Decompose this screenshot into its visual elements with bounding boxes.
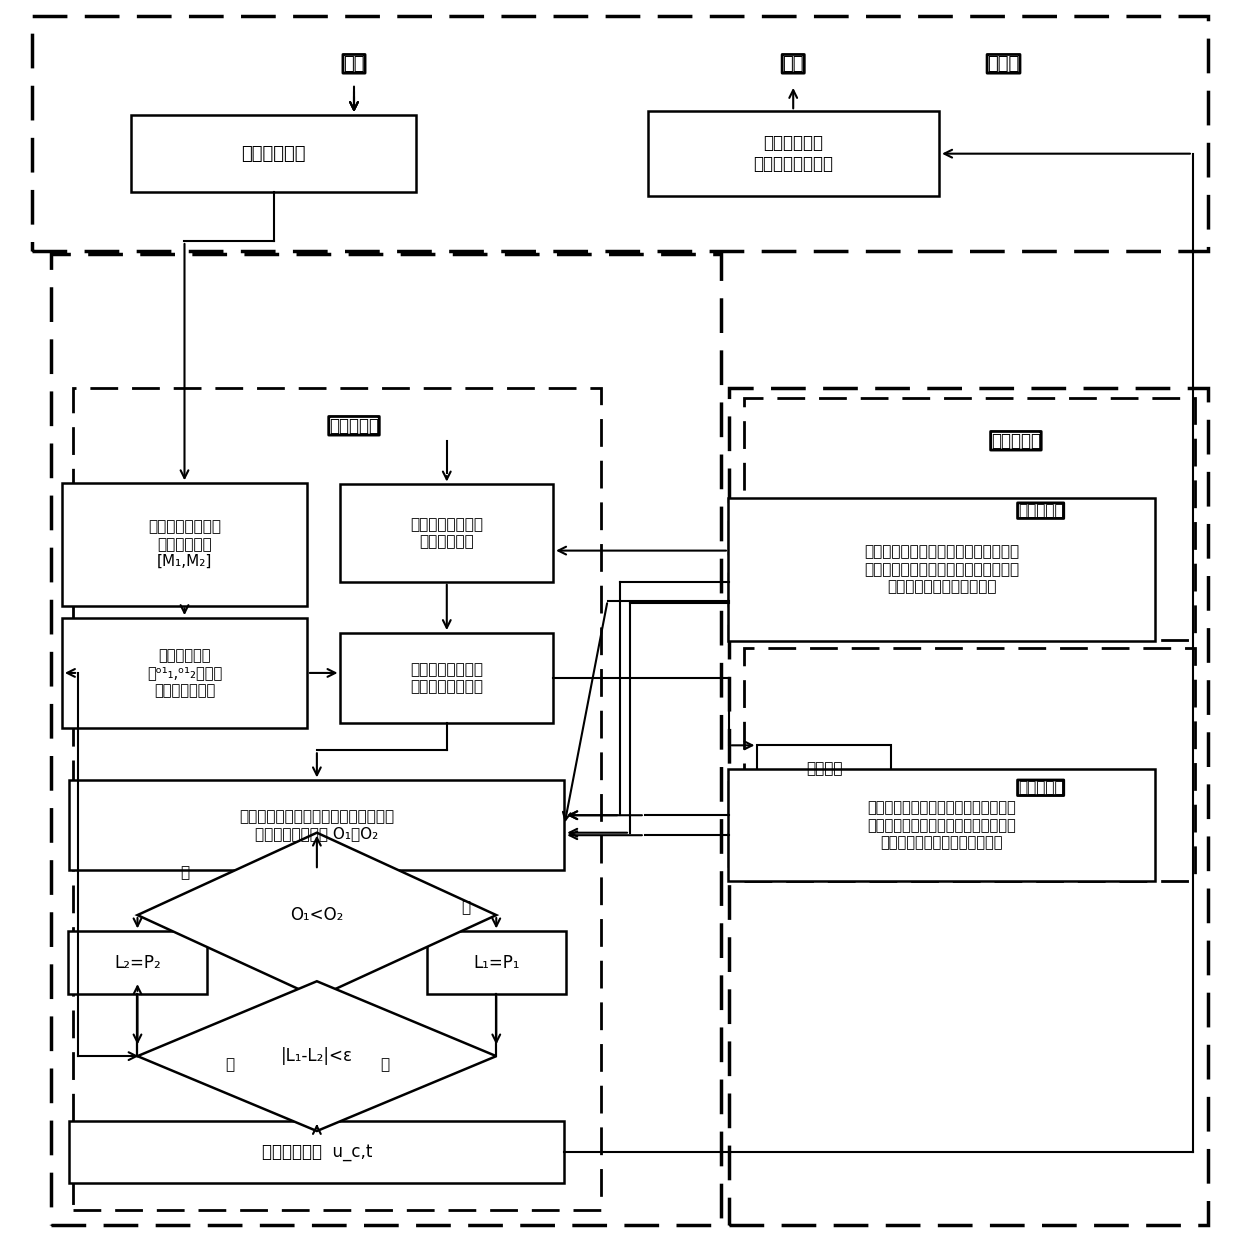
Text: 源荷智能体: 源荷智能体 bbox=[1018, 503, 1064, 518]
FancyBboxPatch shape bbox=[728, 498, 1156, 641]
Text: 确定响应功率、系统状态并计算两种电
价下能源细胞成本 O₁，O₂: 确定响应功率、系统状态并计算两种电 价下能源细胞成本 O₁，O₂ bbox=[239, 809, 394, 842]
Text: 生成初始电价: 生成初始电价 bbox=[242, 145, 306, 163]
Text: 选定黄金点电
价ᵒ¹₁,ᵒ¹₂并下发
电价及负荷信息: 选定黄金点电 价ᵒ¹₁,ᵒ¹₂并下发 电价及负荷信息 bbox=[146, 648, 222, 698]
Text: 获得电价，获得当前细胞状态，利用改
进粒子群算法确定储荷智能体内的储、
荷最优运行状态，确定响应功率: 获得电价，获得当前细胞状态，利用改 进粒子群算法确定储荷智能体内的储、 荷最优运… bbox=[867, 801, 1016, 851]
FancyBboxPatch shape bbox=[758, 746, 892, 793]
Polygon shape bbox=[138, 981, 496, 1131]
Text: 能源细胞层: 能源细胞层 bbox=[991, 432, 1040, 450]
FancyBboxPatch shape bbox=[131, 115, 415, 193]
Text: 储荷智能体: 储荷智能体 bbox=[1018, 781, 1064, 796]
Text: L₂=P₂: L₂=P₂ bbox=[114, 953, 161, 972]
Text: 结算最终成本
获得优化调度方法: 结算最终成本 获得优化调度方法 bbox=[753, 134, 833, 173]
Text: 获取当前电、热及
风功率预测值: 获取当前电、热及 风功率预测值 bbox=[410, 517, 484, 549]
Text: 得到最优电价  u_c,t: 得到最优电价 u_c,t bbox=[262, 1143, 372, 1161]
Text: 管理智能体: 管理智能体 bbox=[329, 417, 379, 435]
Text: |L₁-L₂|<ε: |L₁-L₂|<ε bbox=[281, 1047, 353, 1065]
Text: 开始: 开始 bbox=[343, 55, 365, 73]
FancyBboxPatch shape bbox=[68, 931, 207, 993]
Text: 区域层: 区域层 bbox=[987, 55, 1019, 73]
FancyBboxPatch shape bbox=[647, 111, 939, 196]
Text: 细胞状态: 细胞状态 bbox=[806, 762, 842, 777]
Text: 结束: 结束 bbox=[782, 55, 804, 73]
Text: 确定选取给定的配
电网电价区间
[M₁,M₂]: 确定选取给定的配 电网电价区间 [M₁,M₂] bbox=[148, 519, 221, 569]
FancyBboxPatch shape bbox=[69, 1121, 564, 1183]
Text: 计算风电消纳能力
系数检测细胞状态: 计算风电消纳能力 系数检测细胞状态 bbox=[410, 662, 484, 694]
Text: 否: 否 bbox=[461, 901, 470, 914]
Text: 获得电价，综合当前信息，利用改进粒
子群算法确定源荷智能体内的源、荷最
优运行状态，确定响应功率: 获得电价，综合当前信息，利用改进粒 子群算法确定源荷智能体内的源、荷最 优运行状… bbox=[864, 544, 1019, 594]
Text: 是: 是 bbox=[180, 866, 188, 881]
FancyBboxPatch shape bbox=[62, 483, 308, 605]
Text: 是: 是 bbox=[381, 1057, 389, 1072]
FancyBboxPatch shape bbox=[62, 618, 308, 728]
FancyBboxPatch shape bbox=[69, 781, 564, 871]
Text: O₁<O₂: O₁<O₂ bbox=[290, 906, 343, 924]
Text: 否: 否 bbox=[226, 1057, 234, 1072]
FancyBboxPatch shape bbox=[341, 633, 553, 723]
FancyBboxPatch shape bbox=[427, 931, 565, 993]
FancyBboxPatch shape bbox=[341, 484, 553, 582]
FancyBboxPatch shape bbox=[728, 769, 1156, 882]
Polygon shape bbox=[138, 833, 496, 997]
Text: L₁=P₁: L₁=P₁ bbox=[472, 953, 520, 972]
